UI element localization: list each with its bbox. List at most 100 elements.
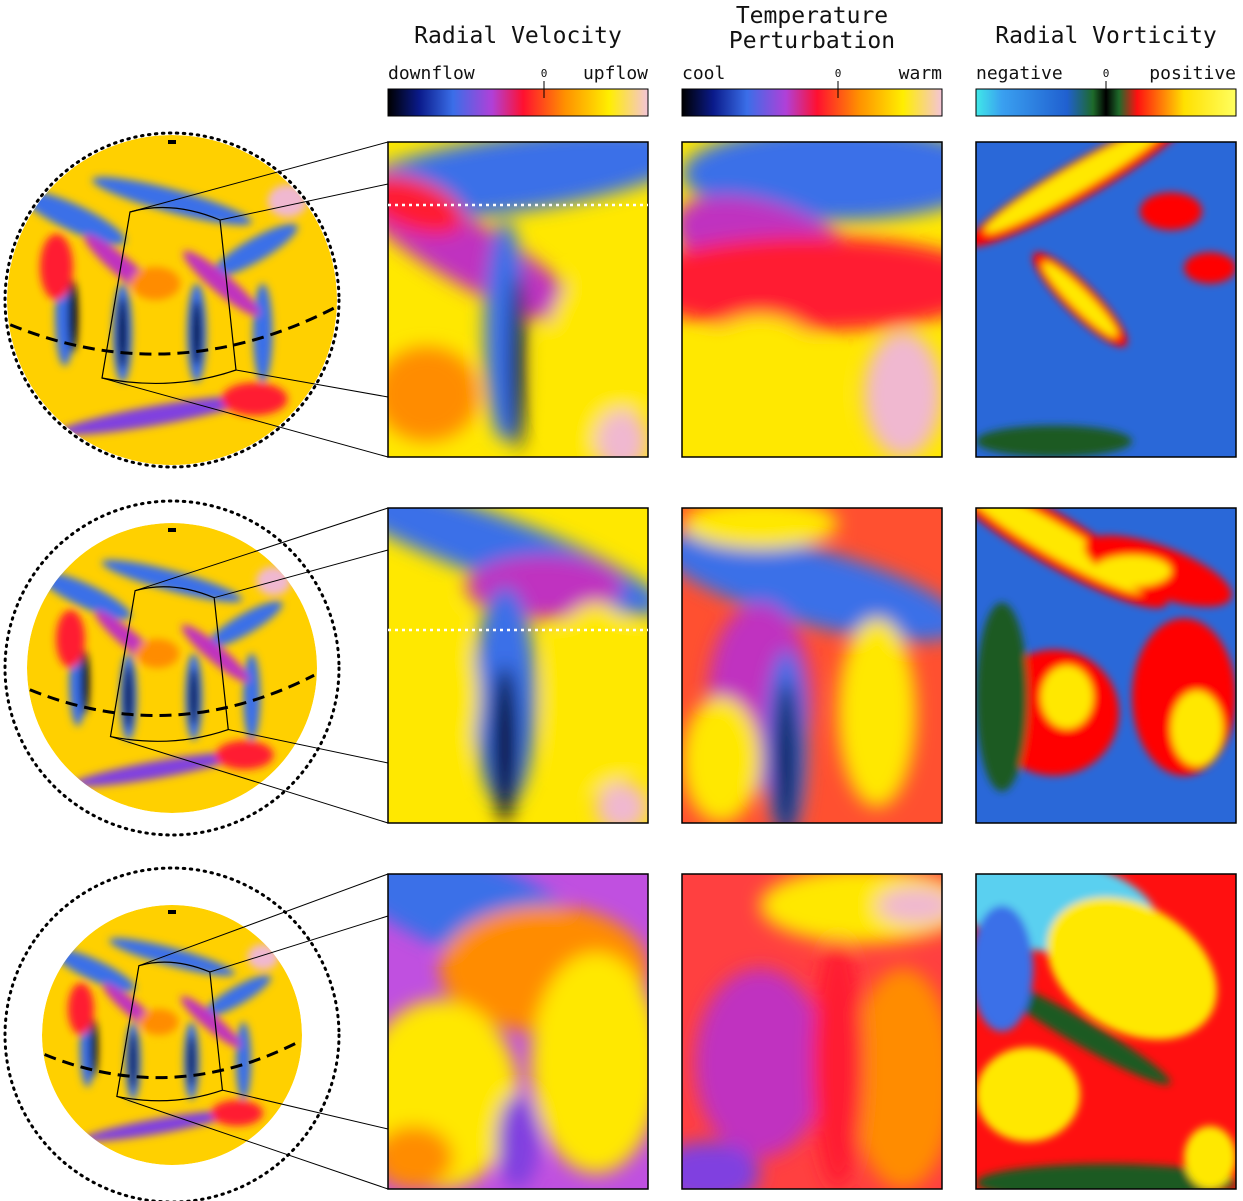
texture — [247, 944, 279, 970]
texture — [838, 618, 916, 808]
sphere-texture — [38, 559, 291, 787]
texture — [189, 668, 199, 726]
texture — [851, 968, 942, 1189]
texture — [1139, 192, 1203, 231]
panel-frame — [387, 507, 649, 824]
scale-high: upflow — [583, 63, 648, 84]
texture — [682, 697, 760, 823]
texture — [682, 1141, 760, 1189]
equator — [9, 306, 335, 356]
texture — [180, 996, 242, 1048]
texture — [596, 782, 648, 823]
texture — [682, 508, 838, 549]
panel-frame — [681, 141, 943, 458]
panel-texture — [682, 142, 942, 457]
panel-texture — [976, 142, 1236, 457]
colorbar — [387, 88, 649, 117]
panel-texture — [388, 874, 648, 1189]
scale-high: positive — [1149, 63, 1236, 84]
panel-texture — [388, 508, 648, 823]
texture — [976, 425, 1132, 457]
texture — [252, 283, 273, 383]
zoom-line — [129, 141, 389, 213]
outer-dots — [3, 131, 341, 469]
texture — [56, 610, 85, 668]
texture — [181, 624, 250, 683]
scale-low: downflow — [388, 63, 475, 84]
texture — [215, 740, 274, 770]
texture — [976, 602, 1028, 792]
texture — [183, 250, 260, 317]
scale-low: negative — [976, 63, 1063, 84]
texture — [71, 752, 244, 787]
equator — [29, 673, 315, 718]
pole-mark — [168, 140, 176, 144]
texture — [82, 1110, 236, 1142]
texture — [38, 571, 132, 620]
scale-zero: 0 — [1103, 67, 1110, 80]
texture — [206, 601, 283, 648]
texture — [388, 346, 479, 442]
panel-texture — [976, 874, 1236, 1189]
texture — [1171, 690, 1223, 767]
image-panel — [976, 142, 1236, 457]
texture — [80, 650, 90, 715]
zoom-line — [219, 183, 389, 221]
texture — [864, 331, 942, 457]
image-panel — [682, 874, 942, 1189]
texture — [682, 315, 838, 457]
scale-low: cool — [682, 63, 725, 84]
column-title: Radial Vorticity — [995, 23, 1217, 49]
image-panel — [682, 142, 942, 457]
texture — [221, 382, 288, 416]
texture — [976, 1163, 1236, 1189]
image-panel — [388, 874, 648, 1189]
texture — [235, 1022, 252, 1100]
texture — [211, 1100, 263, 1126]
region-outline — [101, 206, 237, 385]
texture — [1047, 897, 1217, 1040]
sphere — [42, 905, 302, 1165]
texture — [976, 1047, 1080, 1142]
texture — [497, 1094, 539, 1189]
texture — [57, 395, 254, 436]
panel-texture — [388, 142, 648, 457]
texture — [40, 234, 73, 300]
zoom-line — [110, 736, 389, 824]
texture — [130, 267, 181, 300]
outer-dots — [3, 866, 341, 1201]
texture — [1184, 252, 1236, 284]
texture — [101, 559, 243, 603]
panel-texture — [682, 874, 942, 1189]
panel-texture — [682, 508, 942, 823]
column-title: Radial Velocity — [414, 23, 622, 49]
texture — [1041, 665, 1093, 729]
texture — [531, 952, 648, 1174]
texture — [124, 665, 133, 729]
texture — [52, 948, 136, 992]
texture — [243, 653, 261, 741]
equator — [44, 1040, 301, 1080]
zoom-line — [228, 729, 389, 764]
zoom-line — [116, 1095, 389, 1190]
texture — [877, 886, 942, 925]
texture — [129, 1032, 137, 1090]
texture — [90, 1019, 98, 1077]
texture — [20, 190, 126, 245]
sphere — [7, 135, 337, 465]
panel-frame — [681, 873, 943, 1190]
texture — [388, 602, 479, 792]
texture — [388, 1126, 453, 1189]
zoom-line — [138, 873, 389, 967]
texture — [1184, 1126, 1236, 1189]
panel-frame — [975, 873, 1237, 1190]
sphere-texture — [20, 176, 308, 436]
texture — [211, 223, 298, 278]
texture — [596, 409, 648, 457]
region-outline — [109, 586, 229, 742]
texture — [775, 681, 797, 823]
texture — [68, 983, 94, 1035]
texture — [812, 937, 864, 1189]
panel-frame — [387, 141, 649, 458]
